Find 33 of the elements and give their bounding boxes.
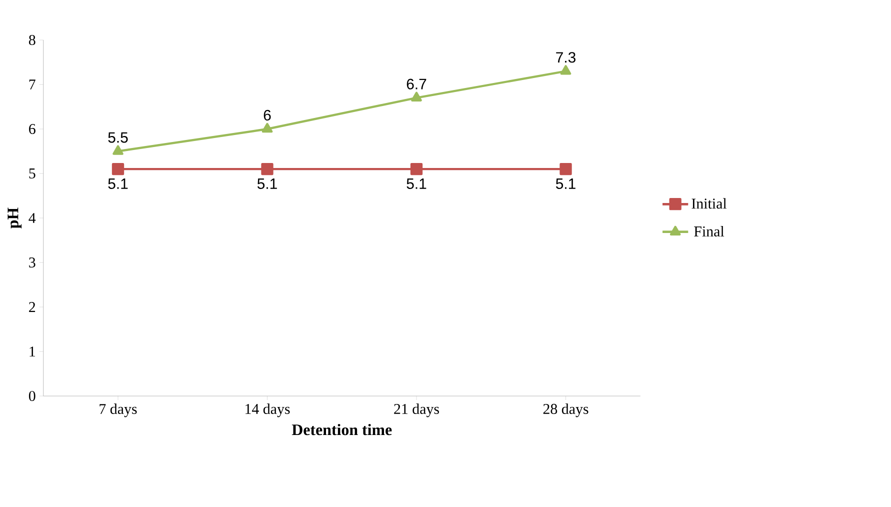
x-tick-label: 21 days [394,404,439,418]
data-label: 5.1 [556,178,576,189]
x-tick-label: 28 days [543,404,588,418]
y-tick-label: 4 [28,213,36,223]
x-tick-label: 14 days [246,404,290,418]
x-axis-title: Detention time [292,424,392,436]
point [560,162,572,176]
point [262,122,273,133]
point [112,162,124,176]
y-tick-label: 5 [29,168,36,178]
point [411,92,422,102]
data-label: 5.1 [108,178,128,189]
y-axis-title: pH [8,208,22,228]
x-tick-label: 7 days [100,404,137,418]
point [261,162,274,176]
y-tick-label: 8 [28,34,36,46]
data-label: 5.1 [257,178,277,189]
legend-label: Final [694,226,724,236]
y-tick-label: 2 [29,302,36,312]
y-tick-label: 7 [29,80,36,90]
point [112,145,124,155]
point [560,65,572,75]
legend-label: Initial [692,198,727,209]
y-tick-label: 6 [29,124,36,134]
y-tick-label: 0 [28,390,36,402]
data-label: 5.5 [108,132,128,143]
y-tick-label: 1 [30,346,35,356]
y-tick-label: 3 [29,257,36,268]
data-label: 7.3 [556,52,576,63]
point [410,162,423,176]
data-label: 6 [264,110,271,120]
data-label: 5.1 [406,178,426,189]
data-label: 6.7 [406,78,426,90]
